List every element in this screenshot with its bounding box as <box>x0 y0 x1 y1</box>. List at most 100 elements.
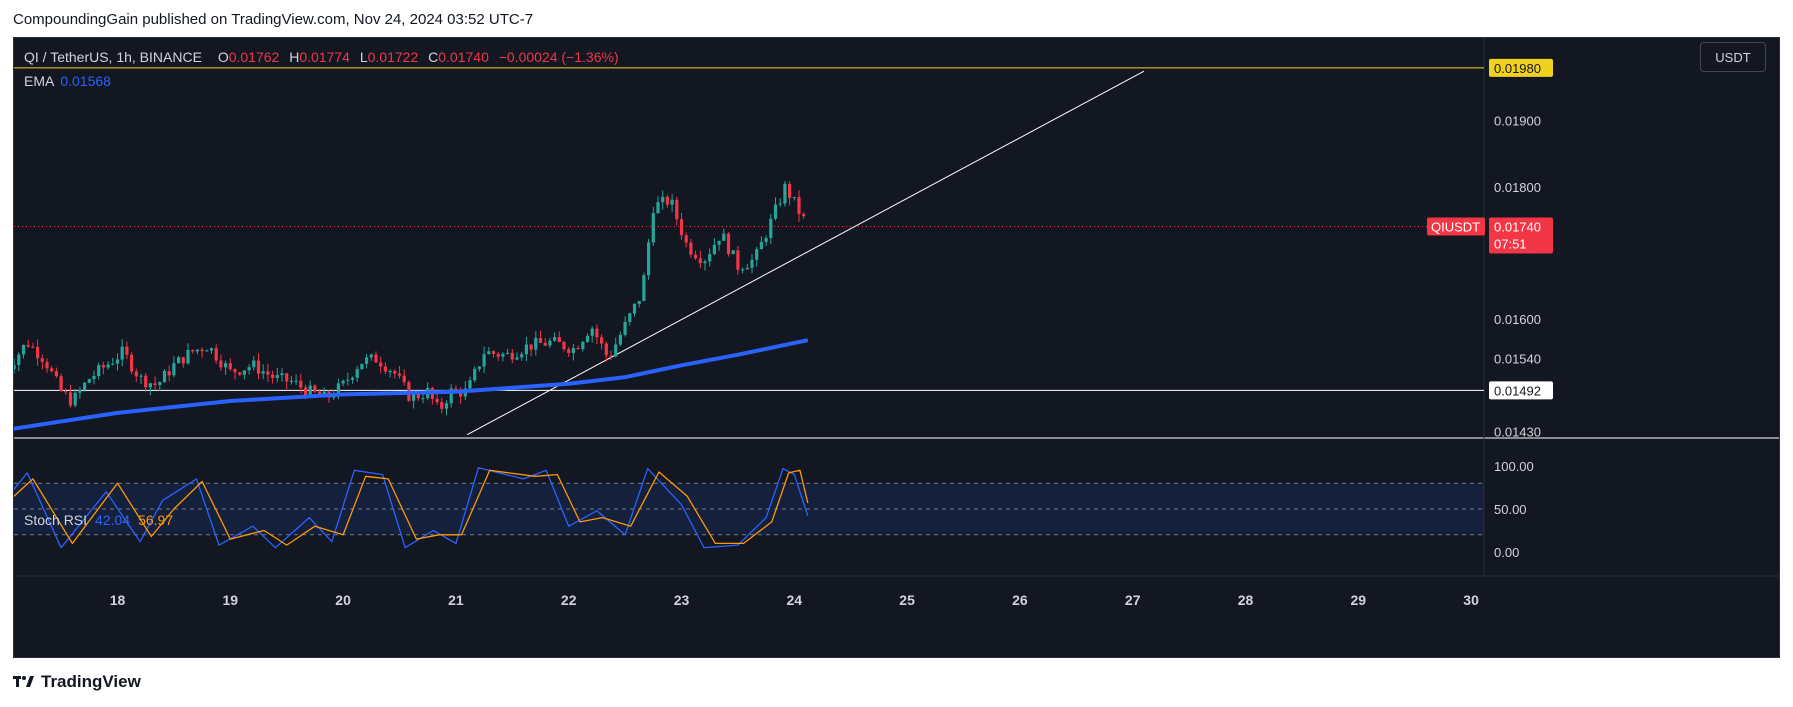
candle-body <box>543 342 547 346</box>
candle-body <box>454 388 458 391</box>
close-value: 0.01740 <box>438 49 489 65</box>
candle-body <box>365 357 369 364</box>
candle-body <box>769 218 773 238</box>
close-label: C <box>428 49 439 65</box>
candle-body <box>755 249 759 260</box>
candle-body <box>162 371 167 383</box>
candle-body <box>242 370 246 375</box>
candle-body <box>506 352 510 354</box>
high-value: 0.01774 <box>299 49 350 65</box>
chart-svg[interactable]: 0.01900 0.01800 0.01600 0.01540 0.01430 100.0… <box>14 38 1780 658</box>
candle-body <box>17 354 21 366</box>
candle-body <box>647 242 651 276</box>
candle-body <box>708 254 712 262</box>
candle-body <box>440 402 444 409</box>
candle-body <box>482 354 486 367</box>
candle-body <box>750 259 754 268</box>
candle-body <box>289 380 293 382</box>
tradingview-logo-icon <box>13 676 34 687</box>
last-price-label: 0.01740 <box>1494 219 1541 234</box>
candle-body <box>111 363 115 365</box>
candle-body <box>557 337 561 342</box>
candle-body <box>97 365 101 376</box>
candle-body <box>562 341 566 350</box>
candle-body <box>322 391 326 396</box>
candle-body <box>421 398 425 400</box>
stoch-d-value: 56.97 <box>138 512 174 528</box>
candle-body <box>524 344 528 355</box>
support-label-box <box>1489 381 1553 400</box>
candle-body <box>585 335 590 342</box>
candle-body <box>144 375 148 388</box>
candle-body <box>238 372 242 375</box>
candle-body <box>308 385 312 396</box>
time-tick-label: 19 <box>223 592 239 608</box>
candle-body <box>261 371 265 374</box>
candle-body <box>689 242 693 255</box>
candle-body <box>228 363 232 370</box>
candle-body <box>45 361 49 369</box>
candle-body <box>553 337 557 341</box>
candle-body <box>600 337 604 344</box>
candle-body <box>318 391 322 396</box>
candle-body <box>571 348 575 353</box>
symbol-label[interactable]: QI / TetherUS, 1h, BINANCE <box>24 49 202 65</box>
candle-body <box>773 204 778 219</box>
candle-body <box>590 328 594 336</box>
candle-body <box>280 373 284 376</box>
candle-body <box>59 376 63 392</box>
candle-body <box>468 380 472 389</box>
time-tick-label: 25 <box>899 592 915 608</box>
candle-body <box>125 346 129 355</box>
stoch-k-line <box>14 467 809 549</box>
low-value: 0.01722 <box>367 49 419 65</box>
time-tick-label: 23 <box>674 592 690 608</box>
candle-body <box>134 371 138 377</box>
candle-body <box>26 345 30 347</box>
candle-body <box>350 377 355 380</box>
candle-body <box>538 337 543 343</box>
candle-body <box>604 343 608 356</box>
candle-body <box>369 354 373 358</box>
candle-body <box>172 363 176 376</box>
candle-body <box>355 369 359 378</box>
candle-body <box>548 340 552 346</box>
candle-body <box>745 267 749 270</box>
ema-line <box>14 338 809 431</box>
candle-body <box>313 385 317 392</box>
candle-body <box>614 344 618 357</box>
time-tick-label: 26 <box>1012 592 1028 608</box>
candle-body <box>158 382 162 385</box>
candle-body <box>487 351 491 355</box>
currency-button[interactable]: USDT <box>1700 42 1766 72</box>
candle-body <box>515 357 519 360</box>
candle-body <box>741 269 745 271</box>
candle-body <box>778 203 782 205</box>
candle-body <box>529 344 533 350</box>
candle-body <box>54 371 58 377</box>
tradingview-footer: TradingView <box>13 672 141 692</box>
chart-frame[interactable]: 0.01900 0.01800 0.01600 0.01540 0.01430 100.0… <box>13 37 1780 658</box>
price-tick-label: 0.01900 <box>1494 114 1541 129</box>
candle-body <box>64 391 68 393</box>
candle-body <box>684 235 688 243</box>
candle-body <box>275 375 279 378</box>
stoch-rsi-legend[interactable]: Stoch RSI 42.04 56.97 <box>24 512 173 528</box>
time-tick-label: 22 <box>561 592 577 608</box>
candle-body <box>656 202 660 214</box>
stoch-d-line <box>14 469 809 546</box>
price-tick-label: 0.01540 <box>1494 352 1541 367</box>
candle-body <box>115 359 120 364</box>
candle-body <box>341 380 345 384</box>
candle-body <box>31 346 35 348</box>
candle-body <box>609 355 613 357</box>
ema-legend[interactable]: EMA 0.01568 <box>24 73 111 89</box>
candle-body <box>595 328 599 338</box>
candle-body <box>130 354 134 372</box>
candle-body <box>632 303 637 314</box>
time-tick-label: 24 <box>787 592 803 608</box>
price-tick-label: 0.01430 <box>1494 424 1541 439</box>
candle-body <box>177 357 181 364</box>
candle-body <box>247 367 251 371</box>
ohlc-legend: QI / TetherUS, 1h, BINANCE O0.01762 H0.0… <box>24 49 619 65</box>
